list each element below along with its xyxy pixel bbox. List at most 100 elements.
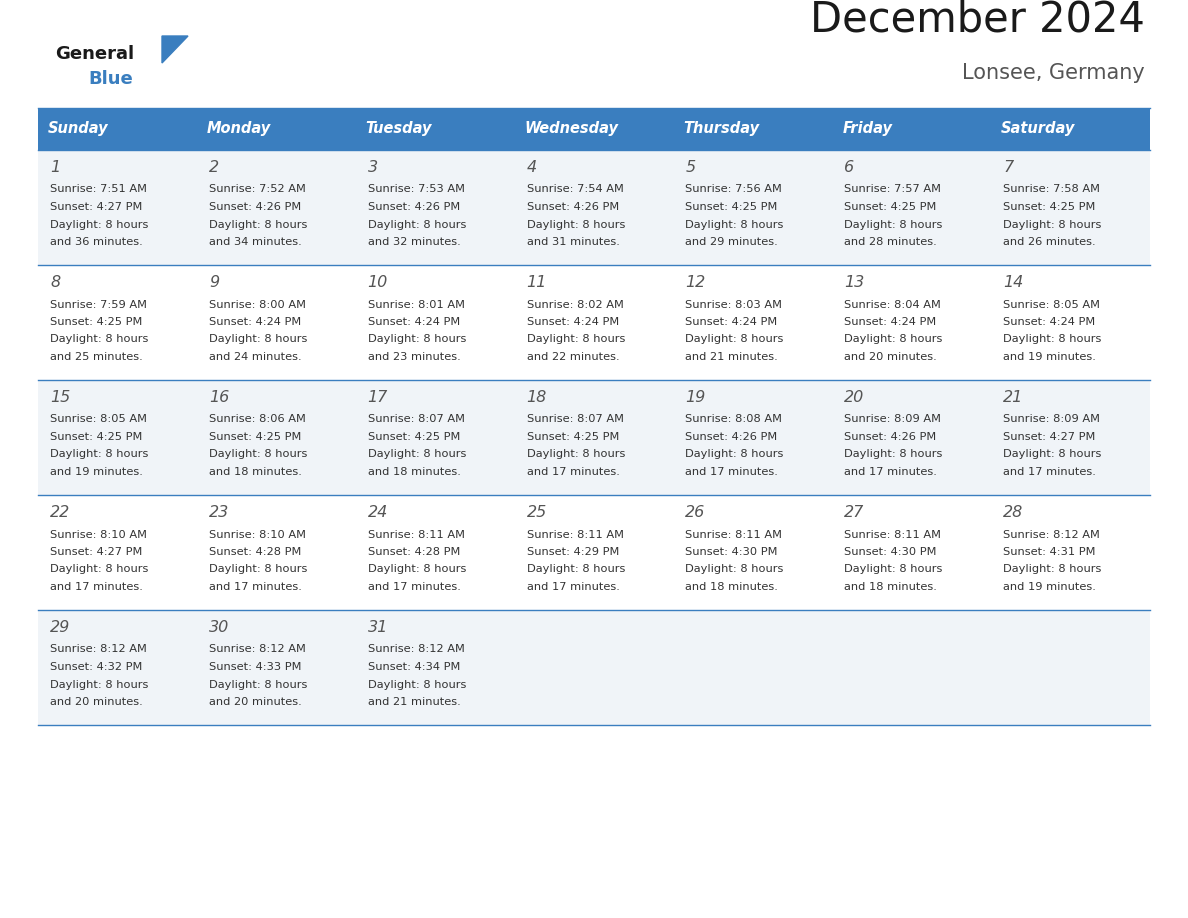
Text: Daylight: 8 hours: Daylight: 8 hours <box>1003 450 1101 460</box>
Bar <box>674 108 833 150</box>
Text: Sunrise: 7:51 AM: Sunrise: 7:51 AM <box>50 185 147 195</box>
Polygon shape <box>162 36 188 63</box>
Text: 11: 11 <box>526 275 546 290</box>
Text: 16: 16 <box>209 390 229 405</box>
Text: 3: 3 <box>368 160 378 175</box>
Text: Sunday: Sunday <box>48 121 108 137</box>
Text: and 17 minutes.: and 17 minutes. <box>685 467 778 477</box>
Text: Sunrise: 7:58 AM: Sunrise: 7:58 AM <box>1003 185 1100 195</box>
Text: Daylight: 8 hours: Daylight: 8 hours <box>368 679 466 689</box>
Text: Sunrise: 8:02 AM: Sunrise: 8:02 AM <box>526 299 624 309</box>
Text: and 21 minutes.: and 21 minutes. <box>368 697 461 707</box>
Text: and 18 minutes.: and 18 minutes. <box>845 582 937 592</box>
Text: Daylight: 8 hours: Daylight: 8 hours <box>845 334 942 344</box>
Text: Daylight: 8 hours: Daylight: 8 hours <box>209 334 308 344</box>
Text: Friday: Friday <box>842 121 892 137</box>
Text: and 29 minutes.: and 29 minutes. <box>685 237 778 247</box>
Text: Daylight: 8 hours: Daylight: 8 hours <box>368 565 466 575</box>
Text: Sunset: 4:26 PM: Sunset: 4:26 PM <box>209 202 301 212</box>
Text: Daylight: 8 hours: Daylight: 8 hours <box>209 450 308 460</box>
Text: Sunset: 4:27 PM: Sunset: 4:27 PM <box>1003 432 1095 442</box>
Text: and 19 minutes.: and 19 minutes. <box>50 467 143 477</box>
Text: Daylight: 8 hours: Daylight: 8 hours <box>368 450 466 460</box>
Text: Sunset: 4:33 PM: Sunset: 4:33 PM <box>209 662 302 672</box>
Text: Sunrise: 8:01 AM: Sunrise: 8:01 AM <box>368 299 465 309</box>
Text: Sunrise: 7:52 AM: Sunrise: 7:52 AM <box>209 185 305 195</box>
Text: Sunrise: 8:05 AM: Sunrise: 8:05 AM <box>1003 299 1100 309</box>
Text: General: General <box>55 45 134 63</box>
Text: Sunset: 4:24 PM: Sunset: 4:24 PM <box>845 317 936 327</box>
Text: Daylight: 8 hours: Daylight: 8 hours <box>1003 334 1101 344</box>
Text: Daylight: 8 hours: Daylight: 8 hours <box>526 219 625 230</box>
Text: 9: 9 <box>209 275 219 290</box>
Text: Sunset: 4:24 PM: Sunset: 4:24 PM <box>526 317 619 327</box>
Text: Daylight: 8 hours: Daylight: 8 hours <box>368 334 466 344</box>
Text: and 28 minutes.: and 28 minutes. <box>845 237 937 247</box>
Text: Sunset: 4:30 PM: Sunset: 4:30 PM <box>845 547 937 557</box>
Bar <box>514 108 674 150</box>
Bar <box>197 108 355 150</box>
Text: 28: 28 <box>1003 505 1023 520</box>
Text: 1: 1 <box>50 160 61 175</box>
Text: Sunset: 4:32 PM: Sunset: 4:32 PM <box>50 662 143 672</box>
Text: Sunrise: 8:06 AM: Sunrise: 8:06 AM <box>209 415 305 424</box>
Text: Sunset: 4:26 PM: Sunset: 4:26 PM <box>845 432 936 442</box>
Text: Daylight: 8 hours: Daylight: 8 hours <box>50 450 148 460</box>
Text: Daylight: 8 hours: Daylight: 8 hours <box>845 450 942 460</box>
Text: 25: 25 <box>526 505 546 520</box>
Text: Sunrise: 8:11 AM: Sunrise: 8:11 AM <box>845 530 941 540</box>
Text: 20: 20 <box>845 390 865 405</box>
Text: and 22 minutes.: and 22 minutes. <box>526 352 619 362</box>
Text: Sunset: 4:31 PM: Sunset: 4:31 PM <box>1003 547 1095 557</box>
Text: Sunset: 4:34 PM: Sunset: 4:34 PM <box>368 662 460 672</box>
Text: and 17 minutes.: and 17 minutes. <box>526 582 619 592</box>
Text: and 26 minutes.: and 26 minutes. <box>1003 237 1095 247</box>
Text: Sunset: 4:29 PM: Sunset: 4:29 PM <box>526 547 619 557</box>
Text: and 17 minutes.: and 17 minutes. <box>526 467 619 477</box>
Text: 21: 21 <box>1003 390 1023 405</box>
Text: Sunset: 4:26 PM: Sunset: 4:26 PM <box>685 432 778 442</box>
Text: Daylight: 8 hours: Daylight: 8 hours <box>50 679 148 689</box>
Bar <box>355 108 514 150</box>
Text: Blue: Blue <box>88 70 133 88</box>
Text: Sunset: 4:25 PM: Sunset: 4:25 PM <box>526 432 619 442</box>
Text: Daylight: 8 hours: Daylight: 8 hours <box>685 219 784 230</box>
Text: Sunrise: 8:09 AM: Sunrise: 8:09 AM <box>1003 415 1100 424</box>
Text: Daylight: 8 hours: Daylight: 8 hours <box>526 450 625 460</box>
Text: Sunrise: 8:08 AM: Sunrise: 8:08 AM <box>685 415 783 424</box>
Text: Sunset: 4:28 PM: Sunset: 4:28 PM <box>368 547 460 557</box>
Text: Sunrise: 7:53 AM: Sunrise: 7:53 AM <box>368 185 465 195</box>
Text: Daylight: 8 hours: Daylight: 8 hours <box>209 565 308 575</box>
Text: and 20 minutes.: and 20 minutes. <box>845 352 937 362</box>
Text: 13: 13 <box>845 275 865 290</box>
Text: Sunrise: 8:10 AM: Sunrise: 8:10 AM <box>50 530 147 540</box>
Text: Daylight: 8 hours: Daylight: 8 hours <box>50 219 148 230</box>
Text: Sunrise: 8:12 AM: Sunrise: 8:12 AM <box>50 644 147 655</box>
Text: Daylight: 8 hours: Daylight: 8 hours <box>1003 565 1101 575</box>
Text: Sunset: 4:26 PM: Sunset: 4:26 PM <box>368 202 460 212</box>
Text: and 19 minutes.: and 19 minutes. <box>1003 352 1097 362</box>
Text: Sunset: 4:25 PM: Sunset: 4:25 PM <box>209 432 302 442</box>
Text: Tuesday: Tuesday <box>366 121 432 137</box>
Text: 29: 29 <box>50 620 70 635</box>
Text: 18: 18 <box>526 390 546 405</box>
Text: Sunrise: 7:56 AM: Sunrise: 7:56 AM <box>685 185 783 195</box>
Text: Sunrise: 8:03 AM: Sunrise: 8:03 AM <box>685 299 783 309</box>
Text: 17: 17 <box>368 390 388 405</box>
Text: Sunset: 4:25 PM: Sunset: 4:25 PM <box>845 202 936 212</box>
Text: Daylight: 8 hours: Daylight: 8 hours <box>368 219 466 230</box>
Text: Daylight: 8 hours: Daylight: 8 hours <box>526 334 625 344</box>
Text: 2: 2 <box>209 160 219 175</box>
Text: 23: 23 <box>209 505 229 520</box>
Text: Daylight: 8 hours: Daylight: 8 hours <box>685 334 784 344</box>
Bar <box>38 380 1150 495</box>
Text: December 2024: December 2024 <box>810 0 1145 40</box>
Text: Sunset: 4:28 PM: Sunset: 4:28 PM <box>209 547 302 557</box>
Text: and 25 minutes.: and 25 minutes. <box>50 352 143 362</box>
Text: Sunset: 4:27 PM: Sunset: 4:27 PM <box>50 202 143 212</box>
Text: and 24 minutes.: and 24 minutes. <box>209 352 302 362</box>
Text: Sunset: 4:25 PM: Sunset: 4:25 PM <box>685 202 778 212</box>
Text: 22: 22 <box>50 505 70 520</box>
Text: Sunrise: 8:00 AM: Sunrise: 8:00 AM <box>209 299 305 309</box>
Text: and 18 minutes.: and 18 minutes. <box>685 582 778 592</box>
